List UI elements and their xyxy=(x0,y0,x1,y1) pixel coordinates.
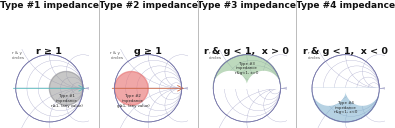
Text: g ≥ 1: g ≥ 1 xyxy=(134,47,162,56)
Text: Type #4
impedance
r&g<1, x<0: Type #4 impedance r&g<1, x<0 xyxy=(334,101,357,114)
Text: r & g < 1,  x < 0: r & g < 1, x < 0 xyxy=(303,47,388,56)
Text: Type #2 impedance: Type #2 impedance xyxy=(99,1,198,10)
Text: Type #3
impedance
r&g<1, x>0: Type #3 impedance r&g<1, x>0 xyxy=(235,62,259,75)
Text: Type #4 impedance: Type #4 impedance xyxy=(296,1,395,10)
Text: r & y
circles: r & y circles xyxy=(12,51,25,60)
Polygon shape xyxy=(49,72,83,105)
Text: r & y
circles: r & y circles xyxy=(308,51,321,60)
Polygon shape xyxy=(346,88,379,105)
Polygon shape xyxy=(312,88,346,105)
Polygon shape xyxy=(115,72,148,105)
Text: r & y
circles: r & y circles xyxy=(209,51,222,60)
Text: Type #1 impedance: Type #1 impedance xyxy=(0,1,99,10)
Text: Type #2
impedance
g≥1, (any value): Type #2 impedance g≥1, (any value) xyxy=(117,94,149,108)
Polygon shape xyxy=(247,72,280,88)
Text: Type #1
impedance
r≥1, (any value): Type #1 impedance r≥1, (any value) xyxy=(51,94,83,108)
Polygon shape xyxy=(312,88,379,122)
Text: r & g < 1,  x > 0: r & g < 1, x > 0 xyxy=(205,47,289,56)
Text: r & y
circles: r & y circles xyxy=(111,51,124,60)
Polygon shape xyxy=(213,72,247,88)
Polygon shape xyxy=(213,55,280,88)
Text: r ≥ 1: r ≥ 1 xyxy=(36,47,62,56)
Text: Type #3 impedance: Type #3 impedance xyxy=(198,1,296,10)
